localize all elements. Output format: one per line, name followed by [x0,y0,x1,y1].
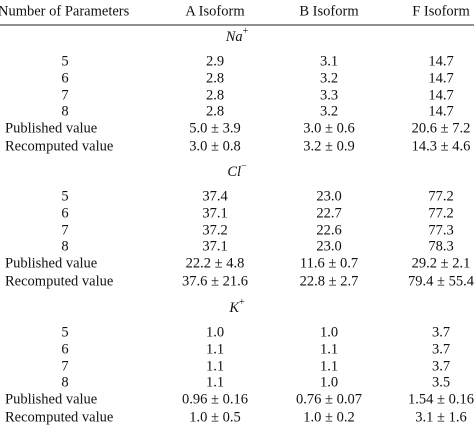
row-label: Recomputed value [5,138,113,154]
cell: 37.1 [202,238,227,254]
cell: 1.1 [320,358,338,374]
cell: 3.7 [432,324,450,340]
row-label: Published value [5,120,97,136]
column-header: B Isoform [299,3,359,19]
cell: 2.8 [206,103,224,119]
cell: 0.76 ± 0.07 [296,391,362,407]
row-label: Published value [5,391,97,407]
cell: 1.0 [320,324,338,340]
column-header: A Isoform [185,3,245,19]
cell: 14.3 ± 4.6 [412,138,471,154]
cell: 1.1 [206,341,224,357]
cell: 1.0 ± 0.5 [189,409,240,425]
cell: 78.3 [428,238,453,254]
cell: 37.1 [202,205,227,221]
row-label: Recomputed value [5,409,113,425]
cell: 1.1 [206,374,224,390]
cell: 37.2 [202,222,227,238]
cell: 3.0 ± 0.8 [189,138,240,154]
cell: 22.7 [316,205,341,221]
row-label: Recomputed value [5,273,113,289]
cell: 29.2 ± 2.1 [412,255,471,271]
ion-symbol: Na [225,29,243,45]
cell: 37.4 [202,188,228,204]
ion-symbol: K [228,300,240,316]
ion-symbol: Cl [227,164,241,180]
row-label: 8 [61,374,68,390]
cell: 23.0 [316,188,341,204]
cell: 3.2 [320,103,338,119]
cell: 37.6 ± 21.6 [182,273,248,289]
row-label: 7 [61,87,68,103]
cell: 2.8 [206,70,224,86]
row-label: 5 [61,188,68,204]
cell: 79.4 ± 55.4 [408,273,474,289]
ion-charge: + [239,297,245,308]
cell: 3.5 [432,374,450,390]
row-label: 5 [61,324,68,340]
cell: 14.7 [428,53,453,69]
cell: 3.2 [320,70,338,86]
row-label: 7 [61,358,68,374]
section-heading: K+ [228,297,245,316]
row-label: 8 [61,103,68,119]
cell: 23.0 [316,238,341,254]
cell: 22.2 ± 4.8 [186,255,245,271]
column-header: Number of Parameters [0,3,130,19]
row-label: 6 [61,341,68,357]
cell: 3.0 ± 0.6 [303,120,354,136]
cell: 20.6 ± 7.2 [412,120,471,136]
cell: 1.0 ± 0.2 [303,409,354,425]
ion-charge: + [243,26,249,37]
cell: 5.0 ± 3.9 [189,120,240,136]
cell: 2.8 [206,87,224,103]
row-label: 5 [61,53,68,69]
cell: 3.7 [432,358,450,374]
row-label: 6 [61,70,68,86]
cell: 22.8 ± 2.7 [300,273,359,289]
cell: 1.54 ± 0.16 [408,391,474,407]
cell: 3.2 ± 0.9 [303,138,354,154]
cell: 1.0 [320,374,338,390]
column-header: F Isoform [412,3,470,19]
row-label: 7 [61,222,68,238]
section-heading: Cl− [227,161,247,180]
cell: 3.3 [320,87,338,103]
cell: 0.96 ± 0.16 [182,391,248,407]
ion-charge: − [241,161,247,172]
row-label: 6 [61,205,68,221]
cell: 77.3 [428,222,453,238]
cell: 77.2 [428,205,453,221]
cell: 11.6 ± 0.7 [300,255,358,271]
row-label: Published value [5,255,97,271]
section-heading: Na+ [225,26,249,45]
cell: 3.1 [320,53,338,69]
cell: 1.0 [206,324,224,340]
cell: 14.7 [428,87,453,103]
cell: 1.1 [320,341,338,357]
cell: 22.6 [316,222,341,238]
cell: 1.1 [206,358,224,374]
cell: 3.7 [432,341,450,357]
cell: 3.1 ± 1.6 [415,409,466,425]
cell: 77.2 [428,188,453,204]
cell: 14.7 [428,103,453,119]
row-label: 8 [61,238,68,254]
cell: 14.7 [428,70,453,86]
cell: 2.9 [206,53,224,69]
